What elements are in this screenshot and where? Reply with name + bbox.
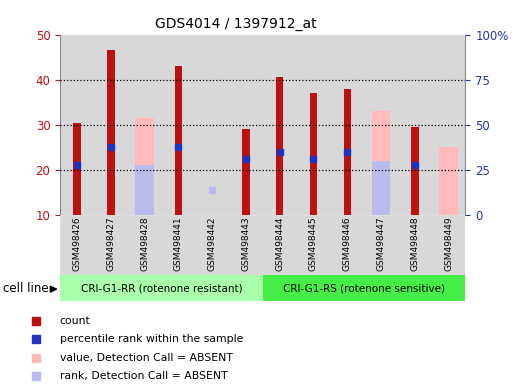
Text: GSM498446: GSM498446 xyxy=(343,217,352,271)
Bar xyxy=(411,127,418,215)
Text: GDS4014 / 1397912_at: GDS4014 / 1397912_at xyxy=(154,17,316,31)
Text: GSM498448: GSM498448 xyxy=(411,217,419,271)
Text: percentile rank within the sample: percentile rank within the sample xyxy=(60,334,243,344)
Bar xyxy=(372,161,390,215)
Bar xyxy=(398,215,431,275)
Bar xyxy=(398,35,431,215)
Bar xyxy=(195,35,229,215)
Text: GSM498442: GSM498442 xyxy=(208,217,217,271)
Bar xyxy=(310,93,317,215)
Bar xyxy=(128,35,162,215)
Text: CRI-G1-RS (rotenone sensitive): CRI-G1-RS (rotenone sensitive) xyxy=(283,283,445,293)
Bar xyxy=(94,215,128,275)
Bar xyxy=(297,35,331,215)
Bar xyxy=(60,35,94,215)
Bar xyxy=(297,215,331,275)
Bar xyxy=(107,50,115,215)
Bar xyxy=(344,89,351,215)
Bar xyxy=(331,215,364,275)
Bar xyxy=(242,129,249,215)
Bar xyxy=(135,166,154,215)
Text: value, Detection Call = ABSENT: value, Detection Call = ABSENT xyxy=(60,353,233,363)
Bar xyxy=(60,275,263,301)
Text: GSM498447: GSM498447 xyxy=(377,217,385,271)
Text: GSM498428: GSM498428 xyxy=(140,217,149,271)
Text: GSM498426: GSM498426 xyxy=(73,217,82,271)
Bar xyxy=(263,215,297,275)
Bar xyxy=(276,78,283,215)
Bar xyxy=(162,35,195,215)
Bar xyxy=(60,215,94,275)
Text: GSM498444: GSM498444 xyxy=(275,217,284,271)
Text: GSM498441: GSM498441 xyxy=(174,217,183,271)
Bar xyxy=(263,35,297,215)
Bar xyxy=(229,215,263,275)
Bar xyxy=(263,275,465,301)
Text: rank, Detection Call = ABSENT: rank, Detection Call = ABSENT xyxy=(60,371,228,381)
Bar xyxy=(431,215,465,275)
Text: GSM498443: GSM498443 xyxy=(242,217,251,271)
Bar xyxy=(364,215,398,275)
Text: GSM498449: GSM498449 xyxy=(444,217,453,271)
Bar xyxy=(73,122,81,215)
Text: GSM498445: GSM498445 xyxy=(309,217,318,271)
Text: CRI-G1-RR (rotenone resistant): CRI-G1-RR (rotenone resistant) xyxy=(81,283,242,293)
Bar xyxy=(128,215,162,275)
Bar xyxy=(94,35,128,215)
Text: cell line: cell line xyxy=(3,282,48,295)
Bar xyxy=(431,35,465,215)
Bar xyxy=(372,111,390,215)
Bar xyxy=(439,147,458,215)
Bar xyxy=(364,35,398,215)
Bar xyxy=(162,215,195,275)
Bar xyxy=(175,66,182,215)
Text: GSM498427: GSM498427 xyxy=(106,217,115,271)
Bar xyxy=(135,118,154,215)
Bar xyxy=(195,215,229,275)
Text: count: count xyxy=(60,316,90,326)
Bar xyxy=(229,35,263,215)
Bar xyxy=(331,35,364,215)
